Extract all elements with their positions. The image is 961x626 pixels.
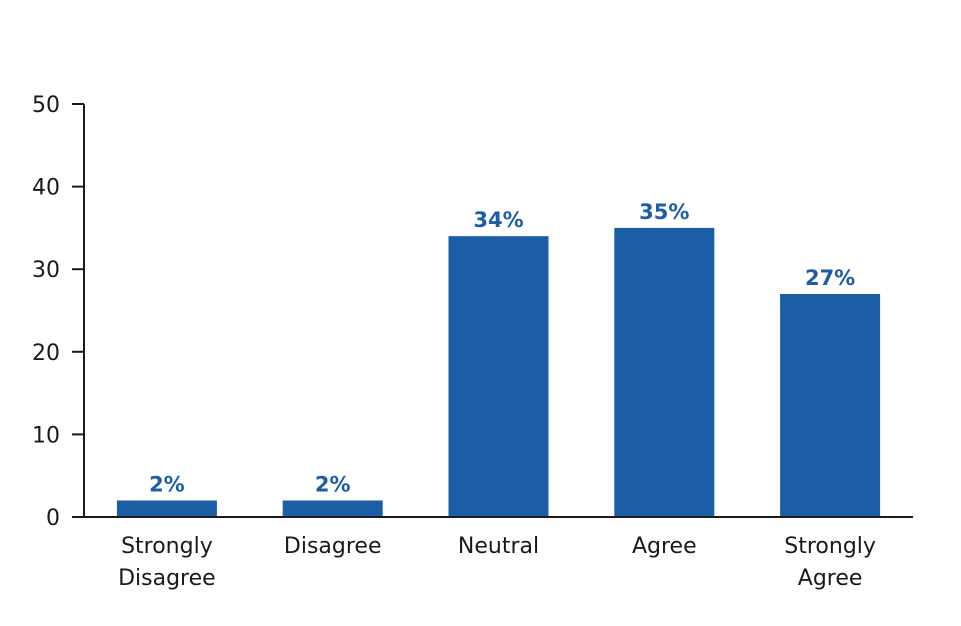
x-tick-label: Neutral	[458, 534, 539, 559]
data-label: 2%	[149, 472, 185, 496]
x-tick-label-line: Agree	[798, 566, 863, 591]
x-tick-label-line: Disagree	[284, 534, 382, 559]
y-tick-label: 30	[32, 258, 60, 283]
y-tick-label: 0	[46, 506, 60, 531]
bar	[780, 293, 881, 517]
bar	[614, 227, 715, 517]
data-label: 2%	[315, 472, 351, 496]
y-tick-label: 50	[32, 93, 60, 118]
x-tick-label: Strongly Disagree	[118, 534, 216, 591]
data-label: 27%	[805, 266, 855, 290]
y-tick-label: 20	[32, 341, 60, 366]
y-tick-label: 40	[32, 176, 60, 201]
x-tick-label-line: Neutral	[458, 534, 539, 559]
x-tick-label: Agree	[632, 534, 697, 559]
data-label: 34%	[473, 208, 523, 232]
x-tick-label: Strongly Agree	[784, 534, 876, 591]
x-tick-label-line: Agree	[632, 534, 697, 559]
data-label: 35%	[639, 200, 689, 224]
data-labels: 2% 2% 34% 35% 27%	[149, 200, 855, 497]
bars	[116, 227, 881, 517]
x-tick-label-line: Disagree	[118, 566, 216, 591]
y-tick-label: 10	[32, 423, 60, 448]
x-tick-label-line: Strongly	[121, 534, 213, 559]
bar	[116, 500, 217, 517]
bar	[448, 236, 549, 517]
x-tick-label-line: Strongly	[784, 534, 876, 559]
x-tick-label: Disagree	[284, 534, 382, 559]
bar	[282, 500, 383, 517]
y-axis: 0 10 20 30 40 50	[32, 93, 85, 531]
